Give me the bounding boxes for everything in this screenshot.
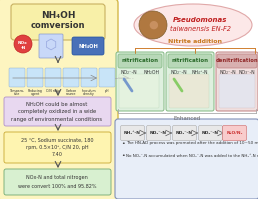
Text: -N: -N — [20, 46, 26, 50]
Text: •: • — [121, 140, 125, 145]
Text: NH₂OH could be almost: NH₂OH could be almost — [26, 102, 88, 107]
Text: Tempera-: Tempera- — [10, 89, 25, 93]
Text: density: density — [83, 92, 95, 96]
FancyBboxPatch shape — [198, 126, 222, 140]
FancyBboxPatch shape — [169, 74, 209, 108]
Text: NO₂⁻-N: NO₂⁻-N — [121, 69, 137, 74]
FancyBboxPatch shape — [115, 119, 258, 199]
Text: Inoculum: Inoculum — [82, 89, 96, 93]
FancyBboxPatch shape — [147, 126, 171, 140]
Text: NO₂⁻-N: NO₂⁻-N — [150, 131, 167, 135]
Text: NH₄OH: NH₄OH — [78, 44, 98, 49]
Text: NOx-N and total nitrogen: NOx-N and total nitrogen — [26, 175, 88, 179]
FancyBboxPatch shape — [219, 74, 255, 108]
Text: completely oxidized in a wide: completely oxidized in a wide — [18, 109, 96, 114]
Text: NH₂OH: NH₂OH — [144, 69, 160, 74]
FancyBboxPatch shape — [4, 169, 111, 195]
Text: Carbon: Carbon — [65, 89, 77, 93]
Text: 7.40: 7.40 — [52, 151, 62, 156]
Text: denitrification: denitrification — [216, 59, 258, 63]
Text: •: • — [121, 153, 125, 158]
FancyBboxPatch shape — [217, 54, 257, 68]
Text: NO₃⁻-N: NO₃⁻-N — [176, 131, 193, 135]
Text: NO₂⁻-N: NO₂⁻-N — [171, 69, 187, 74]
FancyBboxPatch shape — [216, 52, 258, 111]
FancyBboxPatch shape — [0, 0, 118, 199]
FancyBboxPatch shape — [81, 68, 97, 87]
FancyBboxPatch shape — [63, 68, 79, 87]
Text: rpm, 0.5×10⁸, C/N 20, pH: rpm, 0.5×10⁸, C/N 20, pH — [26, 144, 88, 149]
FancyBboxPatch shape — [222, 126, 246, 140]
Text: Nitrite addition: Nitrite addition — [168, 39, 222, 44]
FancyBboxPatch shape — [166, 52, 214, 111]
FancyBboxPatch shape — [118, 54, 162, 68]
FancyBboxPatch shape — [9, 68, 25, 87]
FancyBboxPatch shape — [119, 74, 159, 108]
Text: ●: ● — [148, 20, 158, 30]
FancyBboxPatch shape — [45, 68, 61, 87]
FancyBboxPatch shape — [11, 4, 105, 40]
Text: were convert 100% and 95.82%: were convert 100% and 95.82% — [18, 183, 96, 188]
Text: nitrification: nitrification — [172, 59, 208, 63]
Text: ⬡: ⬡ — [45, 38, 57, 52]
Text: Enhanced: Enhanced — [173, 116, 201, 121]
FancyBboxPatch shape — [72, 37, 104, 55]
Text: nitrification: nitrification — [122, 59, 158, 63]
Text: range of environmental conditions: range of environmental conditions — [11, 116, 103, 122]
Text: 25 °C, Sodium succinate, 180: 25 °C, Sodium succinate, 180 — [21, 138, 93, 142]
Text: NO₂⁻-N: NO₂⁻-N — [202, 131, 219, 135]
Text: Reducing: Reducing — [28, 89, 42, 93]
FancyBboxPatch shape — [116, 52, 164, 111]
Text: pH: pH — [105, 89, 109, 93]
Circle shape — [14, 35, 32, 53]
Text: source: source — [66, 92, 76, 96]
Text: ture: ture — [14, 92, 20, 96]
Text: C/N ratio: C/N ratio — [46, 89, 60, 93]
Text: NH₄OH: NH₄OH — [41, 12, 75, 20]
FancyBboxPatch shape — [27, 68, 43, 87]
Text: Pseudomonas: Pseudomonas — [173, 17, 227, 23]
Text: NH₄⁺-N: NH₄⁺-N — [124, 131, 141, 135]
Text: No NO₂⁻-N accumulated when NO₂⁻-N was added to the NH₄⁺-N medium: No NO₂⁻-N accumulated when NO₂⁻-N was ad… — [126, 154, 258, 158]
FancyBboxPatch shape — [39, 34, 63, 58]
Text: comversion: comversion — [31, 21, 85, 30]
FancyBboxPatch shape — [173, 126, 197, 140]
Text: agent: agent — [30, 92, 40, 96]
FancyBboxPatch shape — [4, 132, 111, 163]
Text: NO₂⁻-N: NO₂⁻-N — [220, 69, 236, 74]
Text: taiwanensis EN-F2: taiwanensis EN-F2 — [170, 26, 230, 32]
FancyBboxPatch shape — [168, 54, 212, 68]
Text: NH₄⁺-N: NH₄⁺-N — [192, 69, 208, 74]
Ellipse shape — [134, 4, 252, 46]
FancyBboxPatch shape — [99, 68, 115, 87]
Text: NOx: NOx — [18, 41, 28, 45]
FancyBboxPatch shape — [4, 97, 111, 126]
Circle shape — [139, 11, 167, 39]
Text: The HN-AD process was promoted after the addition of 10~50 mg/L NO₂⁻-N: The HN-AD process was promoted after the… — [126, 141, 258, 145]
FancyBboxPatch shape — [120, 126, 144, 140]
Text: NO₃⁻-N: NO₃⁻-N — [239, 69, 255, 74]
Text: N₂O/N₂: N₂O/N₂ — [226, 131, 243, 135]
